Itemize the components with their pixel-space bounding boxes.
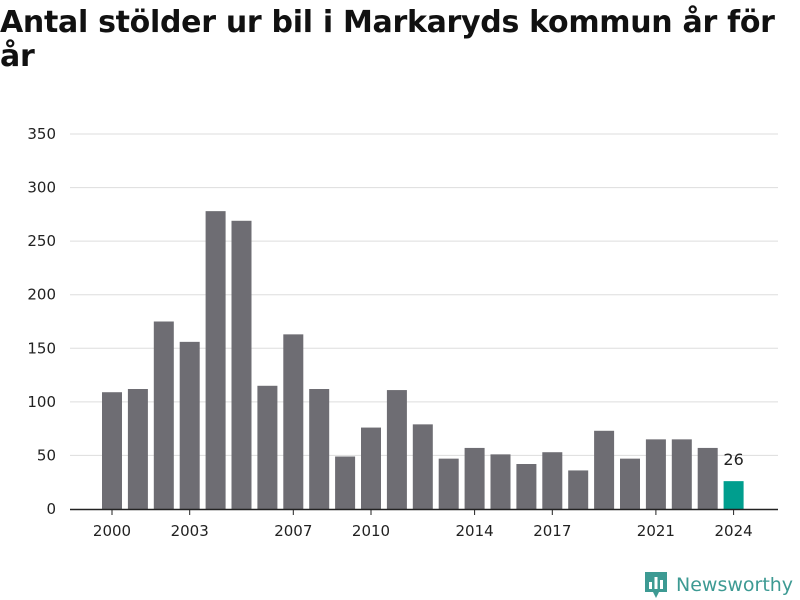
bar — [361, 427, 381, 509]
bar — [283, 334, 304, 509]
bar — [412, 424, 433, 509]
bar — [102, 392, 122, 509]
bar — [671, 439, 692, 509]
y-tick-label: 200 — [27, 286, 56, 304]
bar — [697, 447, 718, 509]
y-tick-label: 250 — [27, 232, 56, 250]
y-tick-label: 350 — [27, 125, 56, 143]
y-tick-label: 150 — [27, 339, 56, 357]
bar — [153, 321, 174, 509]
bar — [542, 452, 563, 509]
x-tick-label: 2017 — [533, 522, 571, 540]
bar — [516, 464, 537, 509]
y-axis-ticks: 0 50 100 150 200 250 300 350 — [27, 125, 56, 518]
y-tick-label: 0 — [46, 500, 56, 518]
bar — [568, 470, 589, 509]
bar — [594, 430, 615, 509]
bar — [335, 456, 356, 509]
bar — [257, 385, 278, 509]
x-tick-label: 2014 — [456, 522, 494, 540]
x-tick-label: 2021 — [637, 522, 675, 540]
x-tick-label: 2024 — [715, 522, 753, 540]
bar — [723, 481, 744, 509]
y-tick-label: 300 — [27, 179, 56, 197]
x-axis: 2000 2003 2007 2010 2014 2017 2021 2024 — [70, 508, 778, 540]
bars — [102, 211, 744, 510]
bar — [645, 439, 666, 509]
bar — [231, 220, 252, 510]
brand-logo: Newsworthy — [644, 570, 793, 600]
x-tick-label: 2003 — [171, 522, 209, 540]
brand-name: Newsworthy — [676, 574, 794, 596]
chart-title: Antal stölder ur bil i Markaryds kommun … — [0, 5, 775, 74]
data-labels: 26 — [723, 450, 743, 469]
bar — [490, 454, 511, 509]
gridlines — [70, 133, 778, 456]
x-tick-label: 2010 — [352, 522, 390, 540]
bar — [309, 389, 330, 509]
y-tick-label: 100 — [27, 393, 56, 411]
bar — [386, 390, 407, 509]
x-tick-label: 2000 — [93, 522, 131, 540]
bar — [179, 341, 200, 509]
bar — [620, 458, 640, 509]
bar — [464, 447, 485, 509]
bar — [438, 458, 459, 509]
x-tick-label: 2007 — [274, 522, 312, 540]
bar — [127, 389, 148, 509]
newsworthy-logo-icon — [645, 572, 667, 598]
bar — [205, 211, 226, 509]
data-label: 26 — [723, 450, 743, 469]
y-tick-label: 50 — [37, 446, 56, 464]
